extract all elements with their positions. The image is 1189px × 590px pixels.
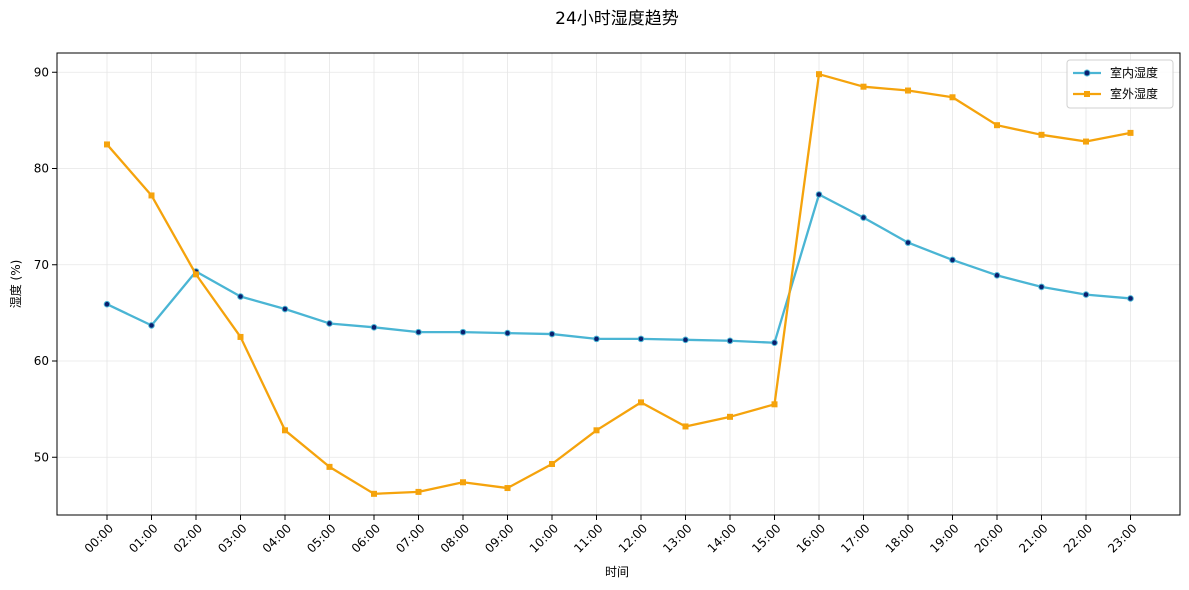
x-tick-label: 23:00 — [1105, 521, 1139, 555]
data-point — [1038, 131, 1045, 138]
series-line — [105, 193, 1132, 344]
data-point — [504, 329, 511, 337]
x-tick-label: 22:00 — [1061, 521, 1095, 555]
grid-lines — [57, 53, 1180, 515]
legend-swatch-outdoor-marker — [1084, 91, 1090, 97]
data-point — [148, 322, 155, 329]
data-point — [682, 336, 689, 344]
data-point — [593, 427, 600, 434]
data-point — [815, 191, 823, 198]
x-tick-label: 08:00 — [438, 521, 472, 555]
data-point — [237, 333, 244, 340]
data-point — [193, 271, 199, 278]
data-point — [1127, 129, 1134, 136]
data-point — [816, 71, 822, 78]
data-point — [281, 305, 289, 313]
x-tick-label: 18:00 — [883, 521, 917, 555]
data-point — [548, 330, 556, 338]
legend-swatch-indoor-marker — [1083, 69, 1091, 77]
data-point — [726, 337, 734, 345]
data-point — [237, 293, 244, 300]
data-point — [371, 490, 377, 497]
data-point — [1082, 291, 1090, 298]
plot-frame — [56, 52, 1181, 516]
data-point — [370, 324, 378, 331]
x-tick-label: 15:00 — [749, 521, 783, 555]
x-tick-label: 01:00 — [126, 521, 160, 555]
data-point — [949, 94, 956, 101]
data-point — [682, 423, 689, 430]
series-layer — [103, 71, 1134, 497]
y-axis-title: 湿度 (%) — [8, 260, 23, 309]
y-tick-label: 90 — [34, 65, 49, 79]
x-tick-label: 16:00 — [794, 521, 828, 555]
x-tick-label: 21:00 — [1016, 521, 1050, 555]
data-point — [460, 479, 466, 486]
legend-label-outdoor: 室外湿度 — [1110, 86, 1158, 101]
data-point — [549, 460, 555, 467]
y-tick-label: 60 — [34, 354, 49, 368]
x-tick-label: 03:00 — [215, 521, 249, 555]
x-tick-label: 04:00 — [260, 521, 294, 555]
x-tick-label: 00:00 — [82, 521, 116, 555]
x-tick-label: 07:00 — [393, 521, 427, 555]
series-line — [105, 73, 1132, 495]
data-point — [104, 141, 110, 148]
x-tick-label: 17:00 — [838, 521, 872, 555]
data-point — [1083, 138, 1089, 145]
y-axis-ticks: 50 60 70 80 90 — [34, 65, 57, 464]
data-point — [1038, 283, 1045, 291]
data-point — [326, 320, 333, 327]
x-tick-label: 10:00 — [527, 521, 561, 555]
x-tick-label: 11:00 — [571, 521, 605, 555]
data-point — [415, 488, 422, 495]
data-point — [504, 485, 511, 492]
data-point — [727, 413, 733, 420]
data-point — [994, 122, 1000, 129]
data-point — [860, 214, 867, 221]
data-point — [148, 192, 155, 199]
data-point — [949, 256, 956, 264]
data-point — [637, 335, 645, 343]
data-point — [1127, 295, 1134, 302]
x-tick-label: 20:00 — [972, 521, 1006, 555]
chart-title: 24小时湿度趋势 — [555, 9, 679, 29]
x-tick-label: 12:00 — [616, 521, 650, 555]
legend: 室内湿度 室外湿度 — [1066, 59, 1174, 109]
legend-label-indoor: 室内湿度 — [1110, 65, 1158, 80]
data-point — [593, 335, 600, 343]
data-point — [459, 328, 467, 336]
data-point — [326, 463, 333, 470]
y-tick-label: 70 — [34, 258, 49, 272]
x-tick-label: 19:00 — [927, 521, 961, 555]
data-point — [771, 401, 778, 408]
legend-entry-indoor: 室内湿度 — [1073, 65, 1158, 80]
legend-entry-outdoor: 室外湿度 — [1073, 86, 1158, 101]
y-tick-label: 80 — [34, 162, 49, 176]
data-point — [771, 339, 778, 347]
data-point — [103, 300, 111, 308]
y-tick-label: 50 — [34, 450, 49, 464]
x-tick-label: 13:00 — [660, 521, 694, 555]
data-point — [905, 87, 911, 94]
x-tick-label: 06:00 — [349, 521, 383, 555]
x-tick-label: 02:00 — [171, 521, 205, 555]
x-tick-label: 05:00 — [304, 521, 338, 555]
data-point — [904, 239, 912, 246]
series-indoor — [103, 191, 1134, 347]
x-axis-title: 时间 — [605, 565, 629, 579]
x-axis-ticks: 00:00 01:00 02:00 03:00 04:00 05:00 06:00 07:00… — [82, 515, 1140, 556]
x-tick-label: 09:00 — [482, 521, 516, 555]
data-point — [282, 427, 288, 434]
data-point — [860, 83, 867, 90]
series-outdoor — [104, 71, 1134, 497]
data-point — [993, 272, 1001, 279]
data-point — [638, 399, 644, 406]
x-tick-label: 14:00 — [705, 521, 739, 555]
data-point — [415, 328, 422, 336]
